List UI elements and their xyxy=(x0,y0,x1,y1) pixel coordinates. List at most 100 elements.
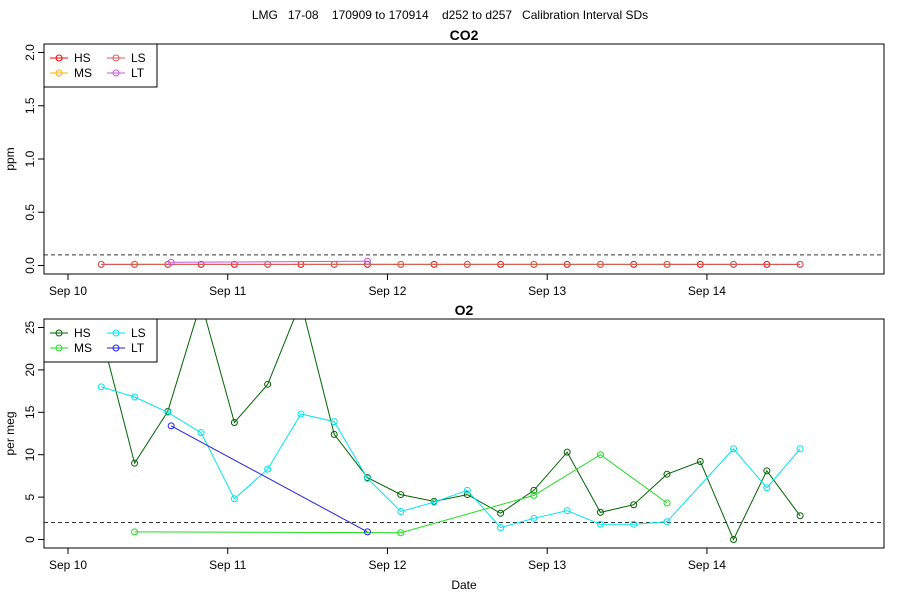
o2-series-ms-point xyxy=(596,451,604,459)
o2-series-ls-point xyxy=(497,524,505,532)
o2-series-ls-point xyxy=(164,408,172,416)
co2-series-ls-point xyxy=(530,260,538,268)
o2-y-tick-label: 5 xyxy=(23,493,37,500)
co2-legend-ms-label: MS xyxy=(74,66,92,80)
o2-x-tick-label: Sep 10 xyxy=(49,558,87,572)
o2-series-hs-point xyxy=(596,508,604,516)
o2-legend-ls-label: LS xyxy=(131,326,146,340)
co2-y-tick-label: 0.5 xyxy=(23,204,37,221)
co2-legend-box xyxy=(43,43,158,88)
o2-series-ls-point xyxy=(264,465,272,473)
o2-series-ls-point xyxy=(197,429,205,437)
o2-series-hs-point xyxy=(696,457,704,465)
o2-series-ls-point xyxy=(363,474,371,482)
co2-legend-ms-marker xyxy=(55,69,63,77)
o2-series-ms-point xyxy=(663,499,671,507)
o2-series-ms-line xyxy=(134,454,668,534)
o2-series-hs-point xyxy=(763,467,771,475)
o2-series-hs-point xyxy=(131,459,139,467)
o2-y-axis-label: per meg xyxy=(3,411,17,455)
o2-x-axis-label: Date xyxy=(451,578,477,592)
o2-legend-hs-label: HS xyxy=(74,326,91,340)
o2-legend-box xyxy=(43,318,158,363)
co2-plot-area xyxy=(97,257,804,268)
co2-series-ls-point xyxy=(796,260,804,268)
o2-series-hs-point xyxy=(397,491,405,499)
o2-series-ls-point xyxy=(596,520,604,528)
o2-series-ls-point xyxy=(763,484,771,492)
o2-series-ls-point xyxy=(563,507,571,515)
co2-series-ls-point xyxy=(730,260,738,268)
o2-series-ls-point xyxy=(663,518,671,526)
co2-y-tick-label: 0.0 xyxy=(23,257,37,274)
o2-legend-ms-marker xyxy=(55,344,63,352)
o2-y-tick-label: 25 xyxy=(23,320,37,334)
o2-series-ls-point xyxy=(796,445,804,453)
o2-legend-ls-marker xyxy=(112,329,120,337)
co2-series-ls-point xyxy=(97,260,105,268)
o2-legend-hs-marker xyxy=(55,329,63,337)
o2-series-lt-line xyxy=(170,425,368,533)
o2-x-tick-label: Sep 12 xyxy=(368,558,406,572)
o2-legend-lt-label: LT xyxy=(131,341,145,355)
co2-series-ls-point xyxy=(463,260,471,268)
o2-plot-frame xyxy=(43,318,885,549)
o2-series-ls-point xyxy=(397,508,405,516)
o2-series-lt-point xyxy=(167,422,175,430)
o2-series-ls-point xyxy=(530,514,538,522)
o2-y-tick-label: 20 xyxy=(23,363,37,377)
o2-y-tick-label: 10 xyxy=(23,448,37,462)
o2-series-ls-point xyxy=(630,520,638,528)
o2-legend-lt-marker xyxy=(112,344,120,352)
o2-x-tick-label: Sep 11 xyxy=(209,558,246,572)
o2-series-ls-point xyxy=(730,445,738,453)
co2-series-ls-point xyxy=(663,260,671,268)
o2-x-tick-label: Sep 13 xyxy=(528,558,566,572)
o2-series-ls-point xyxy=(330,418,338,426)
figure-title: LMG 17-08 170909 to 170914 d252 to d257 … xyxy=(252,8,648,22)
o2-legend-ms-label: MS xyxy=(74,341,92,355)
co2-plot-frame xyxy=(43,43,885,275)
o2-series-ms-point xyxy=(397,529,405,537)
o2-y-tick-label: 0 xyxy=(23,536,37,543)
co2-series-lt-point xyxy=(363,257,371,265)
o2-series-ms-point xyxy=(131,528,139,536)
co2-series-ls-point xyxy=(131,260,139,268)
o2-series-ls-point xyxy=(463,486,471,494)
o2-plot-area xyxy=(97,319,804,544)
o2-panel-title: O2 xyxy=(455,302,474,318)
co2-panel: CO2 ppm 0.0 0.5 1.0 1.5 2.0 Sep 10 Sep 11 Sep 12 S… xyxy=(3,27,885,298)
co2-legend-hs-label: HS xyxy=(74,51,91,65)
o2-series-hs-point xyxy=(563,448,571,456)
o2-series-ms-point xyxy=(530,491,538,499)
co2-y-tick-label: 1.0 xyxy=(23,150,37,167)
o2-x-tick-label: Sep 14 xyxy=(688,558,726,572)
co2-series-lt-point xyxy=(167,258,175,266)
co2-y-axis-label: ppm xyxy=(3,147,17,170)
o2-series-hs-point xyxy=(530,486,538,494)
co2-legend-ls-marker xyxy=(112,54,120,62)
co2-legend-hs-marker xyxy=(55,54,63,62)
o2-series-hs-point xyxy=(230,418,238,426)
co2-x-tick-label: Sep 13 xyxy=(528,284,566,298)
o2-series-hs-point xyxy=(463,491,471,499)
o2-series-hs-point xyxy=(730,536,738,544)
co2-legend-ls-label: LS xyxy=(131,51,146,65)
o2-series-hs-point xyxy=(630,501,638,509)
o2-series-ls-point xyxy=(297,410,305,418)
o2-series-hs-point xyxy=(497,509,505,517)
co2-x-tick-label: Sep 11 xyxy=(209,284,246,298)
o2-series-hs-line xyxy=(100,319,801,541)
o2-panel: O2 per meg 0 5 10 15 20 25 Sep 10 Sep 11 Sep 12 Sep… xyxy=(3,302,885,592)
co2-panel-title: CO2 xyxy=(450,27,479,43)
o2-series-ls-point xyxy=(131,393,139,401)
co2-y-tick-label: 1.5 xyxy=(23,97,37,114)
o2-series-lt-point xyxy=(363,528,371,536)
co2-x-tick-label: Sep 12 xyxy=(368,284,406,298)
o2-series-ls-point xyxy=(97,383,105,391)
o2-series-ls-line xyxy=(101,386,801,529)
